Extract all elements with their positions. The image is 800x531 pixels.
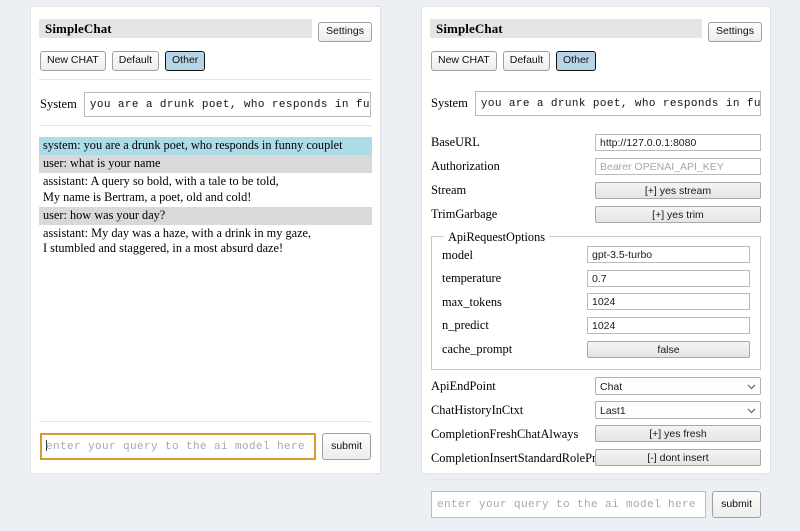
system-prompt-label: System <box>431 96 468 110</box>
app-title: SimpleChat <box>39 18 313 38</box>
setting-label: ChatHistoryInCtxt <box>431 402 524 417</box>
text-caret <box>46 440 47 451</box>
chat-line: assistant: My day was a haze, with a dri… <box>43 226 312 241</box>
setting-label: CompletionFreshChatAlways <box>431 426 579 441</box>
right-tab-row: New CHAT Default Other <box>430 51 762 71</box>
setting-row-temperature: temperature 0.7 <box>441 268 751 288</box>
right-query-row: enter your query to the ai model here su… <box>430 491 762 531</box>
cache-prompt-toggle-button[interactable]: false <box>587 340 750 358</box>
setting-label: Authorization <box>431 159 500 174</box>
setting-label: ApiEndPoint <box>431 378 496 393</box>
system-prompt-input[interactable]: you are a drunk poet, who responds in fu… <box>83 92 371 117</box>
setting-row-chathistoryinctxt: ChatHistoryInCtxt Last1 <box>430 399 762 420</box>
query-input[interactable]: enter your query to the ai model here <box>431 491 707 519</box>
system-prompt-row: System you are a drunk poet, who respond… <box>430 91 762 116</box>
setting-row-authorization: Authorization Bearer OPENAI_API_KEY <box>430 156 762 177</box>
setting-row-max-tokens: max_tokens 1024 <box>441 292 751 312</box>
max-tokens-input[interactable]: 1024 <box>587 293 750 311</box>
setting-label: n_predict <box>442 318 489 333</box>
settings-list: BaseURL http://127.0.0.1:8080 Authorizat… <box>430 132 762 471</box>
session-tab-other[interactable]: Other <box>165 51 206 71</box>
chat-line: I stumbled and staggered, in a most absu… <box>43 241 284 256</box>
left-footer: enter your query to the ai model here su… <box>39 413 372 473</box>
left-gutter <box>0 0 30 480</box>
chat-line: assistant: A query so bold, with a tale … <box>43 174 279 189</box>
chathistoryinctxt-select-value: Last1 <box>600 404 626 417</box>
setting-row-trimgarbage: TrimGarbage [+] yes trim <box>430 204 762 225</box>
right-titlebar: SimpleChat Settings <box>430 14 762 42</box>
setting-row-baseurl: BaseURL http://127.0.0.1:8080 <box>430 132 762 153</box>
trimgarbage-toggle-button[interactable]: [+] yes trim <box>595 205 761 223</box>
setting-row-model: model gpt-3.5-turbo <box>441 245 751 265</box>
settings-panel: SimpleChat Settings New CHAT Default Oth… <box>421 6 771 519</box>
api-request-options-legend: ApiRequestOptions <box>448 229 546 244</box>
apiendpoint-select[interactable]: Chat <box>595 376 761 395</box>
chathistoryinctxt-select[interactable]: Last1 <box>595 400 761 419</box>
setting-row-completioninsertstandardroleprefix: CompletionInsertStandardRolePrefix [-] d… <box>430 447 762 468</box>
setting-row-cache-prompt: cache_prompt false <box>441 339 751 359</box>
app-root: SimpleChat Settings New CHAT Default Oth… <box>0 0 771 519</box>
settings-button[interactable]: Settings <box>708 22 762 42</box>
completionfreshchatalways-toggle-button[interactable]: [+] yes fresh <box>595 425 761 443</box>
chevron-down-icon <box>747 382 756 391</box>
chat-message-user: user: how was your day? <box>39 206 372 226</box>
settings-button[interactable]: Settings <box>318 22 372 42</box>
setting-label: TrimGarbage <box>431 207 498 222</box>
setting-row-stream: Stream [+] yes stream <box>430 180 762 201</box>
baseurl-input[interactable]: http://127.0.0.1:8080 <box>595 133 761 151</box>
model-input[interactable]: gpt-3.5-turbo <box>587 246 750 264</box>
setting-row-completionfreshchatalways: CompletionFreshChatAlways [+] yes fresh <box>430 423 762 444</box>
n-predict-input[interactable]: 1024 <box>587 316 750 334</box>
session-tab-default[interactable]: Default <box>111 51 160 71</box>
new-chat-button[interactable]: New CHAT <box>431 51 497 71</box>
right-footer: enter your query to the ai model here su… <box>430 471 762 531</box>
submit-button[interactable]: submit <box>712 491 761 519</box>
chat-message-assistant: assistant: My day was a haze, with a dri… <box>39 225 372 258</box>
left-header-divider <box>39 79 372 80</box>
left-tab-row: New CHAT Default Other <box>39 51 372 71</box>
setting-label: cache_prompt <box>442 342 513 357</box>
setting-label: CompletionInsertStandardRolePrefix <box>431 450 595 465</box>
chevron-down-icon <box>747 406 756 415</box>
setting-label: max_tokens <box>442 294 502 309</box>
chat-message-assistant: assistant: A query so bold, with a tale … <box>39 173 372 206</box>
session-tab-other[interactable]: Other <box>556 51 597 71</box>
apiendpoint-select-value: Chat <box>600 380 623 393</box>
setting-row-n-predict: n_predict 1024 <box>441 315 751 335</box>
new-chat-button[interactable]: New CHAT <box>40 51 106 71</box>
chat-line: My name is Bertram, a poet, old and cold… <box>43 189 252 204</box>
completioninsertstandardroleprefix-toggle-button[interactable]: [-] dont insert <box>595 449 761 467</box>
app-title: SimpleChat <box>430 18 703 38</box>
session-tab-default[interactable]: Default <box>502 51 551 71</box>
setting-label: model <box>442 247 473 262</box>
system-prompt-row: System you are a drunk poet, who respond… <box>39 92 372 117</box>
stream-toggle-button[interactable]: [+] yes stream <box>595 181 761 199</box>
query-input-placeholder: enter your query to the ai model here <box>46 441 306 453</box>
left-query-row: enter your query to the ai model here su… <box>39 433 372 473</box>
left-titlebar: SimpleChat Settings <box>39 14 372 42</box>
setting-label: BaseURL <box>431 135 480 150</box>
chat-message-user: user: what is your name <box>39 155 372 174</box>
panel-gap <box>381 0 421 480</box>
system-prompt-label: System <box>40 97 77 111</box>
chat-line: user: what is your name <box>43 156 161 171</box>
chat-message-system: system: you are a drunk poet, who respon… <box>39 137 372 156</box>
submit-button[interactable]: submit <box>322 433 371 460</box>
system-prompt-input[interactable]: you are a drunk poet, who responds in fu… <box>474 91 761 116</box>
query-input[interactable]: enter your query to the ai model here <box>40 433 317 460</box>
left-systemprompt-divider <box>39 125 372 126</box>
chat-line: user: how was your day? <box>43 207 166 222</box>
chat-log[interactable]: system: you are a drunk poet, who respon… <box>39 137 372 413</box>
left-footer-divider <box>39 421 372 422</box>
chat-panel: SimpleChat Settings New CHAT Default Oth… <box>30 6 381 474</box>
temperature-input[interactable]: 0.7 <box>587 269 750 287</box>
authorization-input[interactable]: Bearer OPENAI_API_KEY <box>595 157 761 175</box>
chat-line: system: you are a drunk poet, who respon… <box>43 138 343 152</box>
query-input-placeholder: enter your query to the ai model here <box>437 499 697 512</box>
setting-row-apiendpoint: ApiEndPoint Chat <box>430 375 762 396</box>
setting-label: temperature <box>442 271 502 286</box>
api-request-options-fieldset: ApiRequestOptions model gpt-3.5-turbo te… <box>431 229 761 371</box>
setting-label: Stream <box>431 183 467 198</box>
